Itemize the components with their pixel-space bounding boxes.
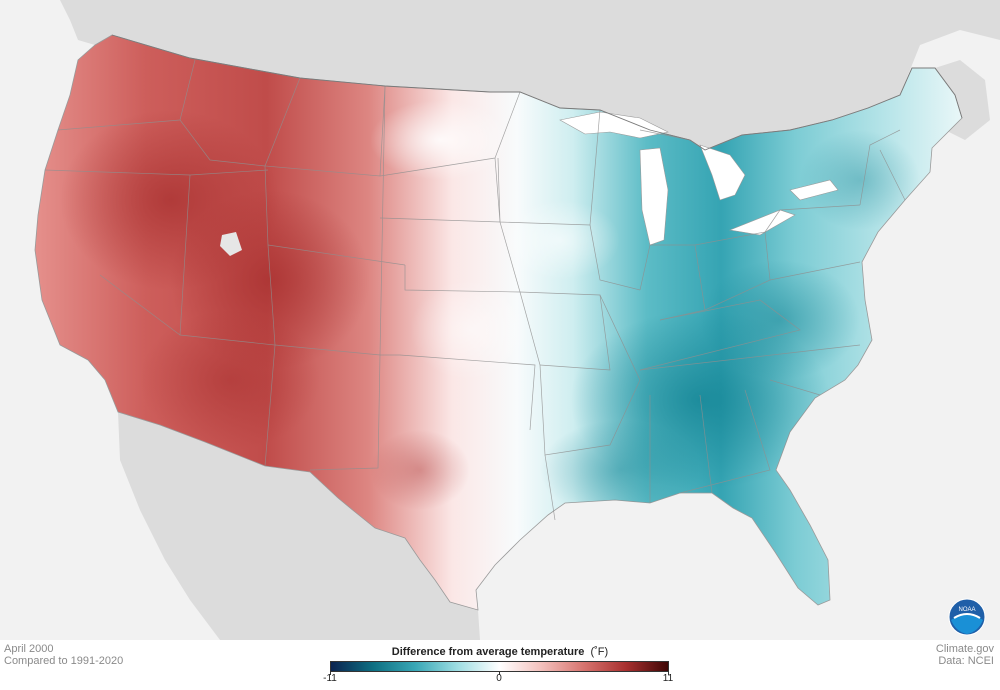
- canada-landmass: [60, 0, 1000, 150]
- map-meta: April 2000 Compared to 1991-2020: [4, 643, 123, 667]
- credits: Climate.gov Data: NCEI: [936, 643, 994, 667]
- state-boundaries: [44, 59, 906, 521]
- mexico-landmass: [118, 412, 480, 640]
- us-border-outline: [111, 34, 963, 151]
- map-area: NOAA: [34, 0, 1000, 640]
- legend-title: Difference from average temperature (˚F): [0, 646, 1000, 658]
- noaa-logo: NOAA: [948, 598, 986, 636]
- credit-data: Data: NCEI: [938, 655, 994, 667]
- credit-site: Climate.gov: [935, 643, 994, 655]
- legend-tick-max: [668, 672, 669, 675]
- legend-max-label: 11: [662, 673, 674, 684]
- legend-mid-label: 0: [496, 673, 502, 684]
- lake-erie: [728, 209, 796, 236]
- noaa-logo-text: NOAA: [958, 607, 975, 613]
- legend-title-text: Difference from average temperature: [391, 646, 585, 658]
- baseline-label: Compared to 1991-2020: [4, 655, 124, 667]
- lake-huron: [699, 144, 746, 201]
- lake-ontario: [789, 179, 839, 201]
- period-label: April 2000: [4, 643, 54, 655]
- great-salt-lake: [220, 232, 242, 256]
- legend-unit: (˚F): [590, 646, 609, 658]
- temperature-anomaly-map: NOAA: [34, 0, 1000, 640]
- legend-tick-mid: [499, 672, 500, 675]
- legend-tick-min: [330, 672, 331, 675]
- legend-min-label: -11: [323, 673, 337, 684]
- lake-michigan: [639, 147, 669, 246]
- legend-color-scale: [330, 661, 669, 672]
- map-footer: April 2000 Compared to 1991-2020 Climate…: [0, 640, 1000, 690]
